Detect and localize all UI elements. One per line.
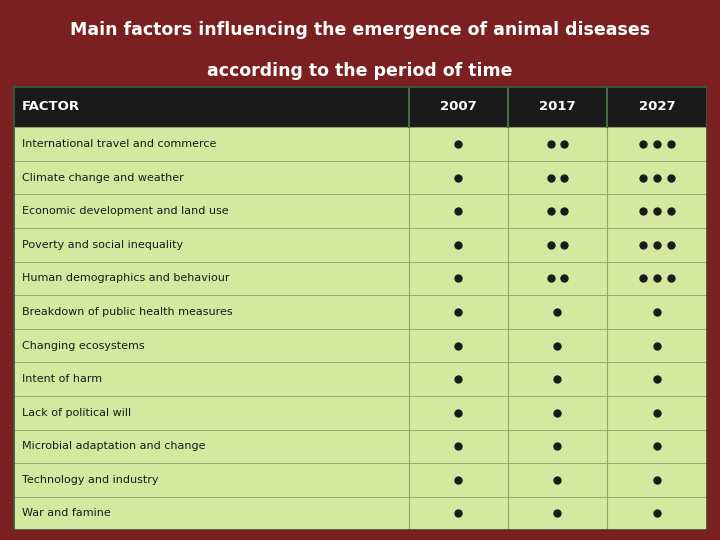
FancyBboxPatch shape bbox=[13, 295, 707, 329]
Text: 2017: 2017 bbox=[539, 100, 576, 113]
FancyBboxPatch shape bbox=[13, 396, 707, 429]
FancyBboxPatch shape bbox=[13, 463, 707, 497]
Text: Microbial adaptation and change: Microbial adaptation and change bbox=[22, 441, 205, 451]
FancyBboxPatch shape bbox=[13, 127, 707, 161]
FancyBboxPatch shape bbox=[13, 161, 707, 194]
Text: Intent of harm: Intent of harm bbox=[22, 374, 102, 384]
Text: Lack of political will: Lack of political will bbox=[22, 408, 131, 418]
Text: FACTOR: FACTOR bbox=[22, 100, 80, 113]
Text: 2007: 2007 bbox=[440, 100, 477, 113]
FancyBboxPatch shape bbox=[13, 329, 707, 362]
Text: Human demographics and behaviour: Human demographics and behaviour bbox=[22, 273, 230, 284]
Text: Main factors influencing the emergence of animal diseases: Main factors influencing the emergence o… bbox=[70, 21, 650, 39]
FancyBboxPatch shape bbox=[13, 497, 707, 530]
Text: according to the period of time: according to the period of time bbox=[207, 62, 513, 79]
Text: Climate change and weather: Climate change and weather bbox=[22, 173, 184, 183]
Text: 2027: 2027 bbox=[639, 100, 675, 113]
Text: International travel and commerce: International travel and commerce bbox=[22, 139, 216, 149]
FancyBboxPatch shape bbox=[13, 362, 707, 396]
Text: War and famine: War and famine bbox=[22, 509, 111, 518]
FancyBboxPatch shape bbox=[13, 261, 707, 295]
Text: Economic development and land use: Economic development and land use bbox=[22, 206, 229, 216]
Text: Breakdown of public health measures: Breakdown of public health measures bbox=[22, 307, 233, 317]
Text: Technology and industry: Technology and industry bbox=[22, 475, 158, 485]
FancyBboxPatch shape bbox=[13, 86, 707, 127]
FancyBboxPatch shape bbox=[13, 429, 707, 463]
FancyBboxPatch shape bbox=[13, 228, 707, 261]
Text: Changing ecosystems: Changing ecosystems bbox=[22, 341, 145, 350]
Text: Poverty and social inequality: Poverty and social inequality bbox=[22, 240, 183, 250]
FancyBboxPatch shape bbox=[13, 194, 707, 228]
